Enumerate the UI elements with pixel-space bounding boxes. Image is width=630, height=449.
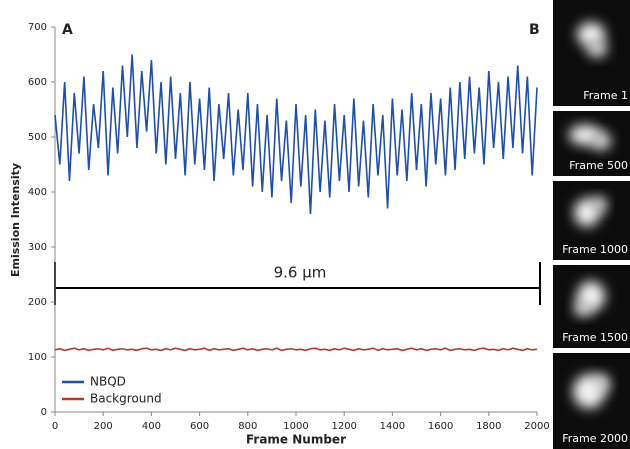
image-blob [591, 196, 607, 213]
x-tick-label: 0 [52, 421, 58, 432]
image-panel: Frame 2000 [553, 353, 630, 449]
x-tick-label: 2000 [524, 421, 549, 432]
image-panel: Frame 1000 [553, 181, 630, 260]
panel-label: Frame 1 [583, 89, 628, 102]
image-panel: Frame 1500 [553, 265, 630, 348]
x-tick-label: 1400 [380, 421, 405, 432]
panel-label: Frame 1500 [562, 331, 628, 344]
x-tick-label: 1800 [476, 421, 501, 432]
panel-letter: A [62, 22, 73, 38]
y-tick-label: 400 [28, 187, 47, 198]
image-blob [587, 39, 607, 58]
x-tick-label: 800 [238, 421, 257, 432]
x-tick-label: 1000 [283, 421, 308, 432]
image-blob [592, 374, 610, 393]
x-tick-label: 200 [94, 421, 113, 432]
series-line [54, 54, 538, 215]
x-tick-label: 600 [190, 421, 209, 432]
panel-label: Frame 1000 [562, 243, 628, 256]
x-tick-label: 1600 [428, 421, 453, 432]
image-blob [574, 300, 592, 317]
legend-label: NBQD [90, 375, 126, 389]
legend-label: Background [90, 392, 162, 406]
y-tick-label: 500 [28, 132, 47, 143]
y-tick-label: 600 [28, 77, 47, 88]
image-panel: Frame 500 [553, 111, 630, 176]
scale-label: 9.6 µm [274, 264, 327, 282]
x-tick-label: 1200 [331, 421, 356, 432]
y-tick-label: 0 [41, 407, 47, 418]
x-tick-label: 400 [142, 421, 161, 432]
x-axis-label: Frame Number [246, 433, 346, 447]
y-tick-label: 100 [28, 352, 47, 363]
image-panel: Frame 1 [553, 0, 630, 106]
panel-letter: B [529, 22, 540, 38]
series-line [54, 347, 538, 352]
y-tick-label: 700 [28, 22, 47, 33]
panel-label: Frame 2000 [562, 432, 628, 445]
y-axis-label: Emission Intensity [9, 163, 22, 277]
y-tick-label: 300 [28, 242, 47, 253]
y-tick-label: 200 [28, 297, 47, 308]
panel-label: Frame 500 [569, 159, 628, 172]
image-blob [591, 132, 611, 150]
